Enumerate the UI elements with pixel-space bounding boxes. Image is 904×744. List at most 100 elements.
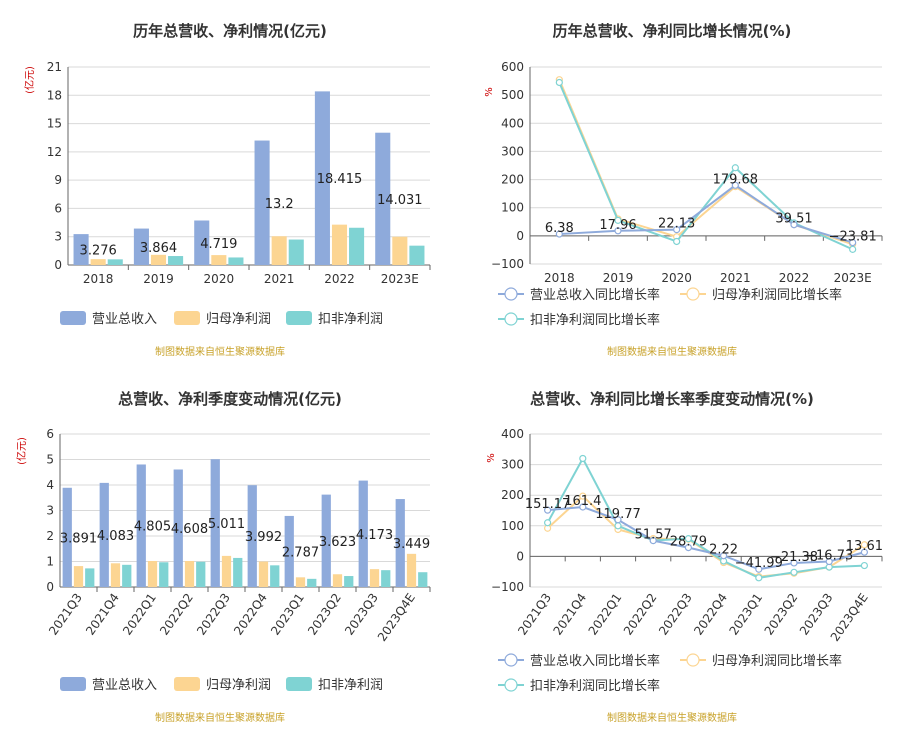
chart1-data-label: 3.864 (140, 241, 177, 256)
chart4-point-revenue-growth (579, 503, 587, 511)
chart3-ytick-label: 4 (46, 478, 54, 492)
chart3-bar-netprofit (221, 555, 232, 587)
chart3-xtick-label: 2023Q2 (305, 591, 344, 638)
chart3-ytick-label: 3 (46, 504, 54, 518)
chart4-point-revenue-growth (543, 506, 552, 514)
chart1-ytick-label: 9 (54, 173, 62, 187)
chart4-legend-label: 归母净利润同比增长率 (712, 653, 842, 669)
chart2-xtick-label: 2018 (544, 271, 575, 285)
chart4-data-label: 161.4 (564, 494, 601, 509)
chart3-xtick-label: 2023Q3 (342, 591, 381, 638)
chart3-xtick-label: 2022Q4 (231, 591, 270, 638)
chart3-bar-deducted (270, 565, 280, 587)
chart1-bar-deducted (228, 257, 244, 265)
chart1-xtick-label: 2023E (381, 272, 419, 286)
chart3-data-label: 5.011 (208, 517, 245, 532)
chart1-ytick-label: 3 (54, 230, 62, 244)
chart4-point-deducted-growth (614, 522, 622, 530)
chart1-data-label: 3.276 (80, 244, 117, 259)
chart4-legend-label: 扣非净利润同比增长率 (530, 678, 660, 694)
chart4-legend-marker (504, 653, 518, 667)
chart4-ytick-label: −100 (491, 580, 524, 594)
chart3-legend-swatch (174, 677, 200, 691)
chart3-xtick-label: 2023Q1 (268, 591, 307, 638)
chart4-point-deducted-growth (684, 535, 692, 543)
chart3-bar-deducted (85, 568, 95, 587)
chart1-legend-label: 营业总收入 (92, 312, 157, 327)
chart2-legend-marker (504, 312, 518, 326)
chart2-point-revenue-growth (614, 227, 622, 235)
chart4-ytick-label: 100 (501, 519, 524, 533)
chart2-xtick-label: 2022 (779, 271, 810, 285)
chart3-ytick-label: 5 (46, 453, 54, 467)
chart2-xtick-label: 2020 (661, 271, 692, 285)
chart3-legend-swatch (286, 677, 312, 691)
chart3-ytick-label: 0 (46, 580, 54, 594)
chart3-ytick-label: 2 (46, 529, 54, 543)
chart2-point-deducted-growth (849, 245, 857, 253)
chart4-xtick-label: 2022Q4 (691, 591, 730, 638)
chart1-ytick-label: 15 (47, 117, 62, 131)
chart2-ytick-label: 300 (501, 144, 524, 158)
chart1-source: 制图数据来自恒生聚源数据库 (155, 347, 285, 358)
chart3-revenue-profit-quarterly: 0 1 2 3 4 5 6 2021Q3 3.891 2021Q4 4.083 2022Q1 4.805… (15, 427, 431, 693)
chart4-data-label: 2.22 (709, 543, 738, 558)
chart1-bar-revenue (194, 220, 210, 265)
chart1-bar-deducted (349, 227, 365, 265)
chart1-bar-netprofit (150, 254, 167, 265)
chart4-point-netprofit-growth (860, 541, 868, 549)
chart4-data-label: 119.77 (595, 507, 641, 522)
chart2-point-deducted-growth (673, 237, 681, 246)
chart1-xtick-label: 2018 (83, 272, 114, 286)
chart3-data-label: 4.805 (134, 520, 171, 535)
chart2-point-revenue-growth (790, 221, 798, 229)
chart2-point-deducted-growth (614, 216, 622, 224)
chart4-point-revenue-growth (614, 516, 622, 524)
chart4-growth-quarterly: −10001002003004002021Q32021Q42022Q12022Q… (486, 427, 883, 694)
chart1-legend-label: 扣非净利润 (318, 312, 383, 327)
chart3-bar-revenue (284, 515, 294, 587)
chart3-bar-revenue (173, 469, 183, 587)
chart4-point-revenue-growth (684, 543, 692, 552)
chart4-point-revenue-growth (825, 557, 833, 566)
chart4-data-label: 13.61 (846, 539, 883, 554)
chart2-data-label: 179.68 (713, 172, 759, 187)
chart1-legend-label: 归母净利润 (206, 312, 271, 327)
chart4-data-label: −41.99 (735, 556, 783, 571)
chart4-legend-marker (504, 678, 518, 692)
chart3-bar-revenue (136, 464, 146, 587)
chart1-xtick-label: 2021 (264, 272, 295, 286)
chart4-point-deducted-growth (790, 568, 798, 576)
chart1-bar-deducted (107, 259, 123, 265)
chart4-data-label: −21.38 (770, 550, 818, 565)
chart3-bar-revenue (395, 499, 405, 587)
chart3-bar-netprofit (295, 577, 306, 587)
chart2-ytick-label: 400 (501, 116, 524, 130)
chart1-ytick-label: 21 (47, 60, 62, 74)
chart4-point-deducted-growth (755, 574, 763, 582)
chart4-point-revenue-growth (720, 552, 728, 560)
chart2-xtick-label: 2019 (603, 271, 634, 285)
chart1-revenue-profit-annual: 0 3 6 9 12 15 18 21 2018 3.276 2019 3.864 2020 4.719 2… (23, 60, 431, 327)
chart1-bar-deducted (409, 245, 425, 265)
chart4-xtick-label: 2022Q2 (621, 591, 660, 638)
chart2-legend-label: 扣非净利润同比增长率 (530, 312, 660, 328)
chart3-bar-netprofit (147, 560, 158, 587)
chart3-bar-netprofit (258, 561, 269, 587)
chart4-legend-label: 营业总收入同比增长率 (530, 653, 660, 669)
chart3-legend-swatch (60, 677, 86, 691)
chart4-ytick-label: 300 (501, 458, 524, 472)
chart3-legend-label: 扣非净利润 (318, 678, 383, 693)
chart3-source: 制图数据来自恒生聚源数据库 (155, 713, 285, 724)
chart2-legend-marker (504, 287, 518, 301)
chart3-bar-revenue (62, 487, 72, 587)
chart3-ytick-label: 1 (46, 555, 54, 569)
chart2-source: 制图数据来自恒生聚源数据库 (607, 347, 737, 358)
chart3-bar-netprofit (110, 563, 121, 587)
chart4-data-label: 151.17 (525, 497, 571, 512)
chart2-point-deducted-growth (555, 78, 563, 87)
chart3-bar-netprofit (406, 553, 417, 587)
chart1-bar-netprofit (271, 236, 287, 265)
chart3-bar-revenue (210, 459, 220, 587)
chart1-bar-revenue (133, 228, 149, 265)
